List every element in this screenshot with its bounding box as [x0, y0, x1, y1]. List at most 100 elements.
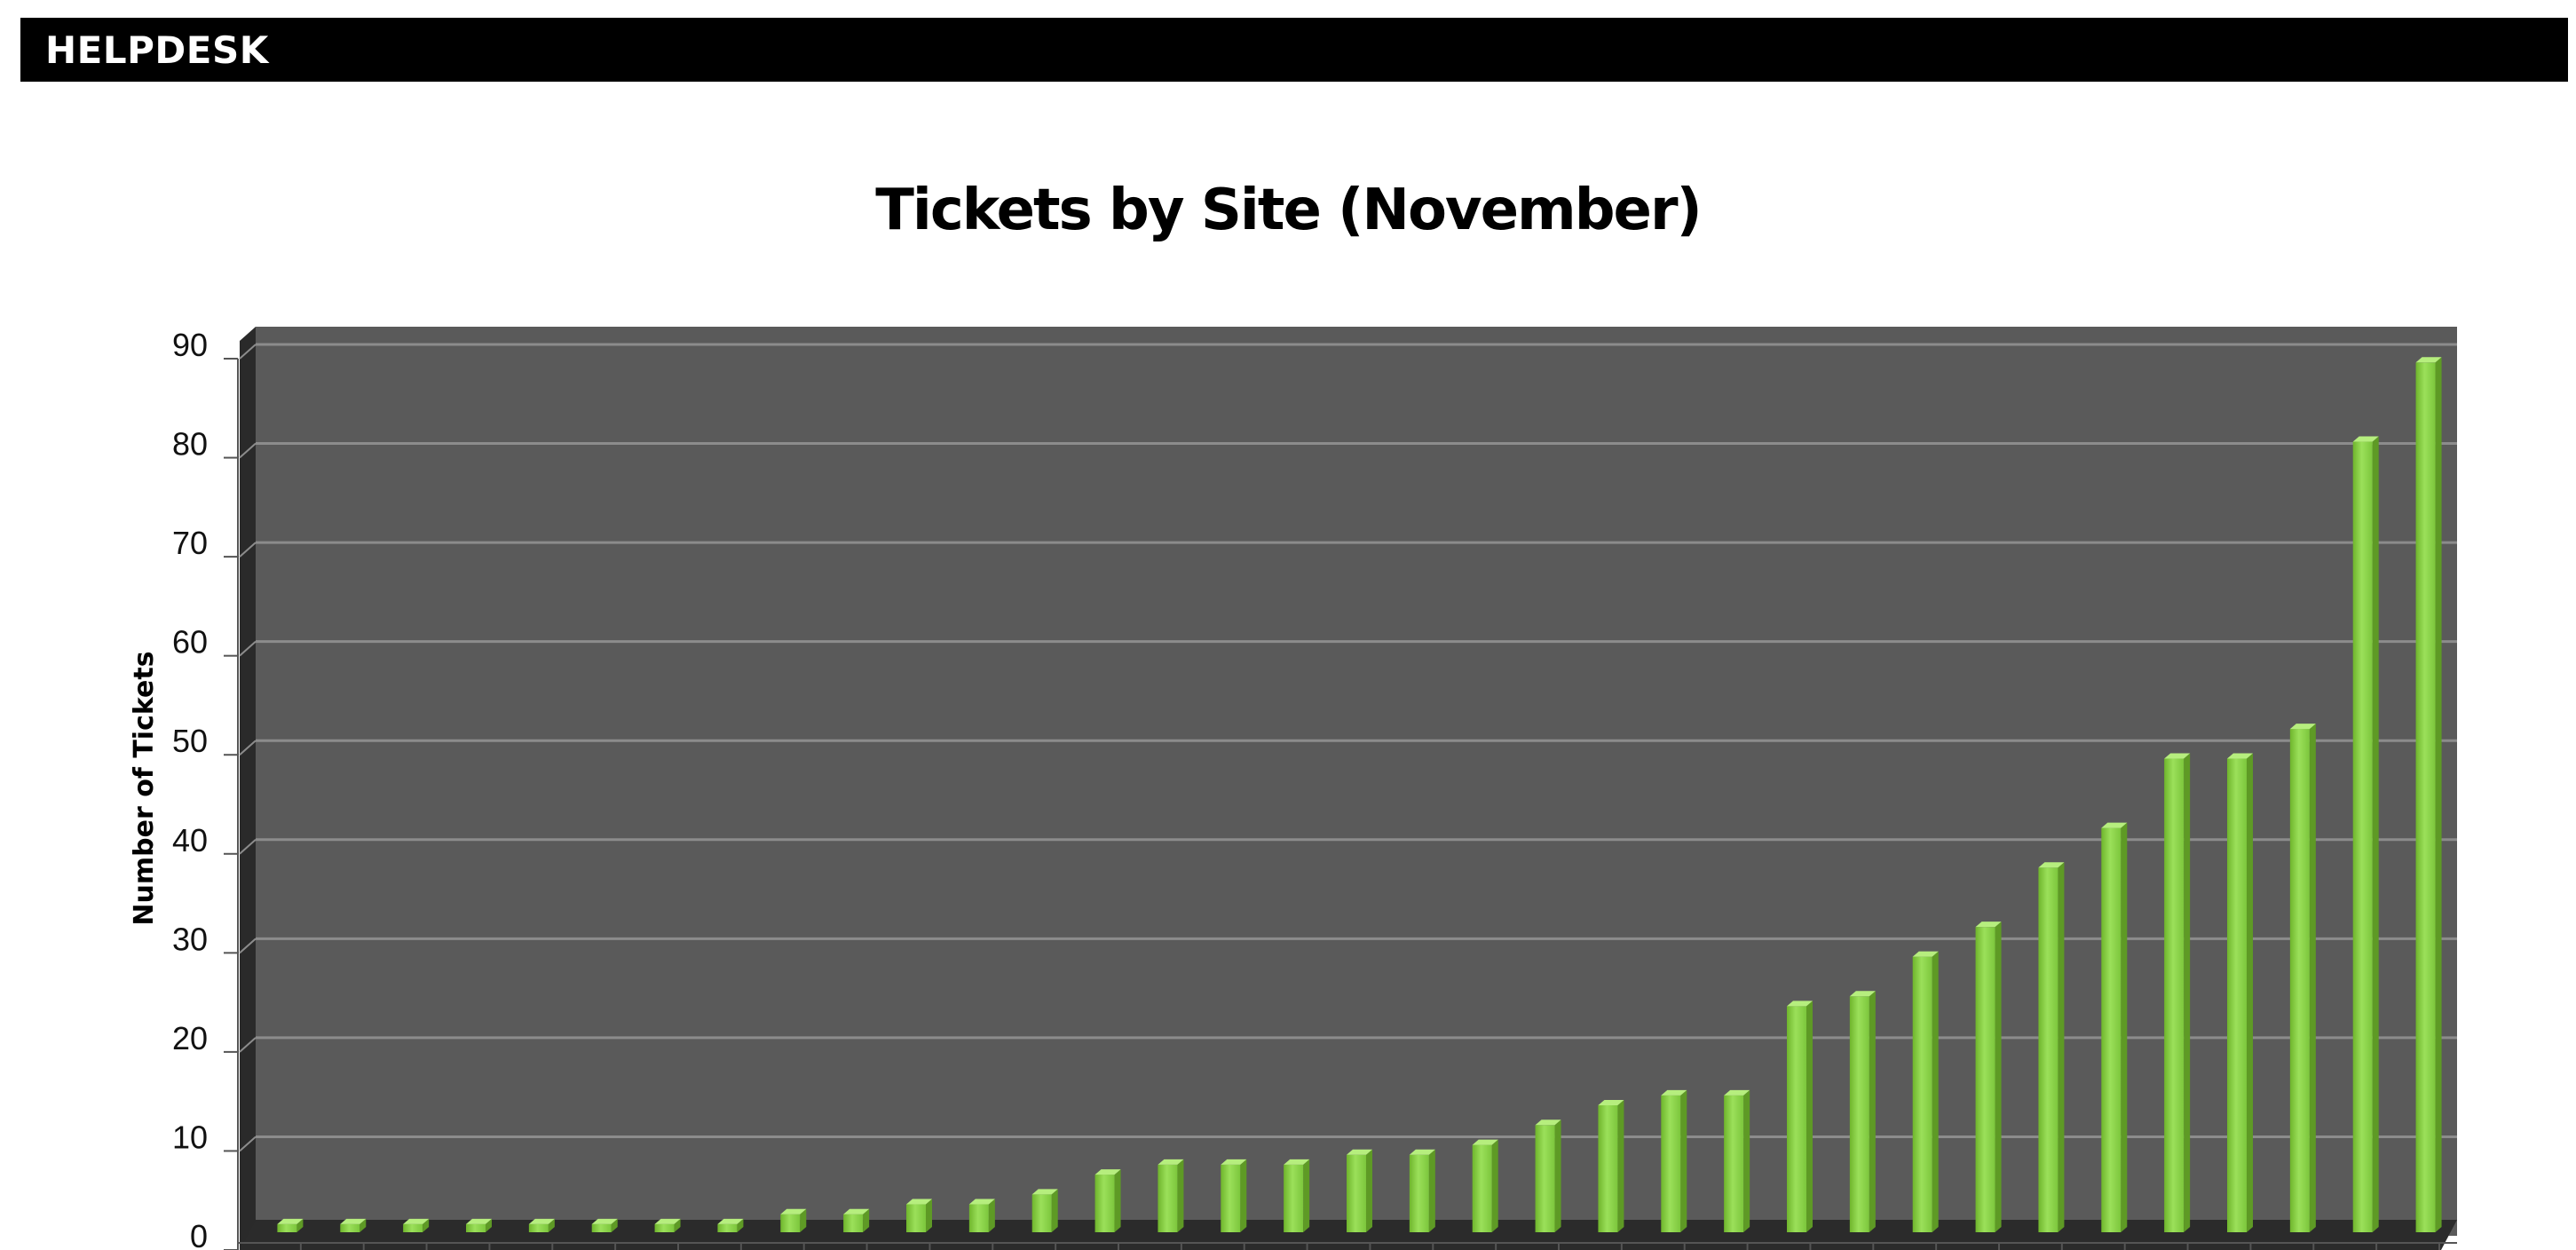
bar-side [1554, 1119, 1561, 1232]
bar [528, 1218, 555, 1232]
bar [717, 1218, 744, 1232]
bar-front [2227, 758, 2247, 1232]
y-tick-label: 40 [172, 822, 208, 858]
bar-side [611, 1218, 618, 1232]
bar-side [863, 1208, 870, 1232]
bar-top [2415, 357, 2442, 363]
bar-side [1806, 1001, 1813, 1232]
plot-side-wall [240, 327, 256, 1250]
bar-front [1158, 1164, 1178, 1232]
bar-side [548, 1218, 555, 1232]
bar [1598, 1099, 1624, 1232]
bar [2038, 862, 2065, 1232]
bar-top [340, 1218, 367, 1224]
bar [1787, 1001, 1813, 1232]
bar-side [1240, 1159, 1247, 1232]
bar [277, 1218, 304, 1232]
gridline-side [239, 938, 257, 954]
plot-area [256, 327, 2457, 1236]
bar-side [2247, 753, 2253, 1232]
bar-side [2435, 357, 2442, 1232]
bar-front [1031, 1194, 1052, 1232]
bar [340, 1218, 367, 1232]
bar-side [1491, 1139, 1498, 1232]
bar-side [926, 1199, 932, 1232]
y-tick-label: 50 [172, 723, 208, 759]
bar [654, 1218, 681, 1232]
bar-front [843, 1214, 864, 1232]
y-tick-label: 90 [172, 327, 208, 363]
bar-side [423, 1218, 430, 1232]
bar-top [1094, 1169, 1121, 1175]
chart-title: Tickets by Site (November) [875, 178, 1703, 243]
bar-top [2038, 862, 2065, 868]
bar-front [1975, 927, 1995, 1232]
bar [2352, 436, 2379, 1232]
bar-front [1849, 996, 1869, 1232]
bar-front [528, 1223, 549, 1232]
bar-top [591, 1218, 618, 1224]
bar-side [2372, 436, 2379, 1232]
bar-front [1912, 956, 1932, 1232]
gridline-side [239, 740, 257, 756]
bar-top [1661, 1089, 1687, 1096]
bar-front [1661, 1095, 1681, 1232]
bar-top [2227, 753, 2253, 759]
bar-top [1535, 1119, 1561, 1126]
bar-top [1724, 1089, 1750, 1096]
header-bar: HELPDESK [20, 18, 2568, 82]
bar-front [466, 1223, 486, 1232]
bar [906, 1199, 932, 1232]
bar-front [2289, 729, 2310, 1232]
bar-top [654, 1218, 681, 1224]
bar-top [1158, 1159, 1184, 1165]
gridline-side [239, 839, 257, 855]
bar-front [906, 1204, 926, 1232]
bar [1912, 951, 1939, 1232]
bar-side [1932, 951, 1939, 1232]
bar [1724, 1089, 1750, 1232]
bar [1849, 991, 1876, 1232]
bar-top [1787, 1001, 1813, 1007]
bar-top [403, 1218, 430, 1224]
y-tick-label: 0 [190, 1218, 208, 1250]
bar-front [1724, 1095, 1744, 1232]
bar [780, 1208, 807, 1232]
bar-top [2289, 724, 2316, 730]
bar-side [2121, 822, 2128, 1232]
bar-top [1284, 1159, 1310, 1165]
bar-side [360, 1218, 367, 1232]
header-title: HELPDESK [45, 28, 269, 72]
bar [1472, 1139, 1498, 1232]
bar-side [1743, 1089, 1750, 1232]
bar-side [1617, 1099, 1624, 1232]
bar-top [1221, 1159, 1247, 1165]
bar [403, 1218, 430, 1232]
gridline-side [239, 1037, 257, 1053]
gridline-side [239, 344, 257, 360]
bar-side [296, 1218, 304, 1232]
y-tick-label: 70 [172, 525, 208, 561]
bar-front [2415, 362, 2436, 1232]
bar [843, 1208, 870, 1232]
bar-side [674, 1218, 681, 1232]
bar [1158, 1159, 1184, 1232]
bar [1535, 1119, 1561, 1232]
bar-front [403, 1223, 423, 1232]
bar-side [1995, 922, 2002, 1232]
bar-front [277, 1223, 297, 1232]
bar-top [1409, 1149, 1435, 1155]
bar [2164, 753, 2191, 1232]
bar-side [486, 1218, 492, 1232]
bar [2415, 357, 2442, 1232]
bar-top [1347, 1149, 1372, 1155]
bar-front [780, 1214, 801, 1232]
bar [1975, 922, 2002, 1232]
bar-top [2101, 822, 2128, 828]
bar-side [1177, 1159, 1184, 1232]
y-tick-label: 30 [172, 921, 208, 957]
bar [1347, 1149, 1372, 1232]
bar-front [1535, 1125, 1555, 1232]
bar [1284, 1159, 1310, 1232]
